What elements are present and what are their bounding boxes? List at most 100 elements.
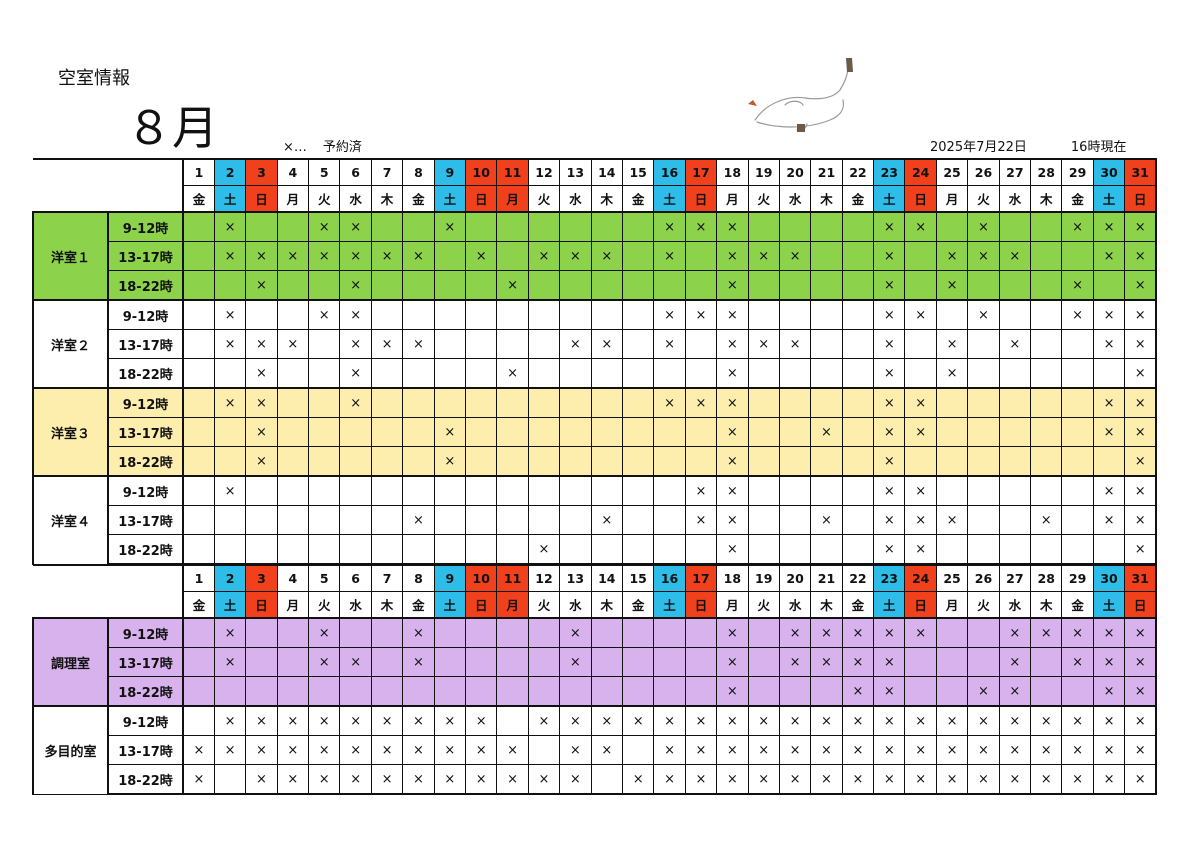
booked-cell[interactable]: × xyxy=(1030,705,1063,736)
booked-cell[interactable]: × xyxy=(873,647,906,677)
available-cell[interactable] xyxy=(684,676,718,707)
available-cell[interactable] xyxy=(841,329,875,359)
booked-cell[interactable]: × xyxy=(276,329,310,359)
available-cell[interactable] xyxy=(245,505,278,535)
available-cell[interactable] xyxy=(496,211,529,242)
available-cell[interactable] xyxy=(621,534,655,565)
booked-cell[interactable]: × xyxy=(1030,617,1063,648)
booked-cell[interactable]: × xyxy=(810,705,843,736)
available-cell[interactable] xyxy=(810,329,843,359)
available-cell[interactable] xyxy=(967,417,1000,447)
booked-cell[interactable]: × xyxy=(433,211,467,242)
available-cell[interactable] xyxy=(778,417,812,447)
booked-cell[interactable]: × xyxy=(935,764,969,795)
booked-cell[interactable]: × xyxy=(1124,735,1158,765)
available-cell[interactable] xyxy=(653,446,686,477)
available-cell[interactable] xyxy=(778,505,812,535)
booked-cell[interactable]: × xyxy=(716,475,749,506)
booked-cell[interactable]: × xyxy=(276,705,310,736)
available-cell[interactable] xyxy=(339,534,372,565)
available-cell[interactable] xyxy=(213,417,247,447)
available-cell[interactable] xyxy=(496,676,529,707)
booked-cell[interactable]: × xyxy=(245,705,278,736)
booked-cell[interactable]: × xyxy=(841,735,875,765)
booked-cell[interactable]: × xyxy=(778,647,812,677)
booked-cell[interactable]: × xyxy=(684,735,718,765)
available-cell[interactable] xyxy=(841,241,875,271)
booked-cell[interactable]: × xyxy=(308,735,341,765)
available-cell[interactable] xyxy=(653,270,686,301)
booked-cell[interactable]: × xyxy=(653,387,686,418)
booked-cell[interactable]: × xyxy=(747,735,780,765)
available-cell[interactable] xyxy=(370,534,404,565)
booked-cell[interactable]: × xyxy=(245,270,278,301)
available-cell[interactable] xyxy=(841,534,875,565)
available-cell[interactable] xyxy=(527,735,561,765)
available-cell[interactable] xyxy=(496,387,529,418)
booked-cell[interactable]: × xyxy=(402,735,435,765)
booked-cell[interactable]: × xyxy=(1124,647,1158,677)
available-cell[interactable] xyxy=(276,475,310,506)
available-cell[interactable] xyxy=(370,617,404,648)
booked-cell[interactable]: × xyxy=(716,676,749,707)
available-cell[interactable] xyxy=(1030,270,1063,301)
available-cell[interactable] xyxy=(935,676,969,707)
booked-cell[interactable]: × xyxy=(716,211,749,242)
available-cell[interactable] xyxy=(653,475,686,506)
available-cell[interactable] xyxy=(747,211,780,242)
booked-cell[interactable]: × xyxy=(873,299,906,330)
available-cell[interactable] xyxy=(465,475,498,506)
available-cell[interactable] xyxy=(998,534,1032,565)
available-cell[interactable] xyxy=(935,534,969,565)
booked-cell[interactable]: × xyxy=(684,387,718,418)
booked-cell[interactable]: × xyxy=(684,211,718,242)
available-cell[interactable] xyxy=(1092,358,1126,389)
booked-cell[interactable]: × xyxy=(590,505,623,535)
available-cell[interactable] xyxy=(527,358,561,389)
available-cell[interactable] xyxy=(810,446,843,477)
booked-cell[interactable]: × xyxy=(1124,475,1158,506)
available-cell[interactable] xyxy=(1061,417,1094,447)
available-cell[interactable] xyxy=(810,358,843,389)
booked-cell[interactable]: × xyxy=(1124,617,1158,648)
available-cell[interactable] xyxy=(308,534,341,565)
booked-cell[interactable]: × xyxy=(716,299,749,330)
available-cell[interactable] xyxy=(1030,358,1063,389)
available-cell[interactable] xyxy=(653,676,686,707)
booked-cell[interactable]: × xyxy=(747,764,780,795)
available-cell[interactable] xyxy=(181,676,215,707)
available-cell[interactable] xyxy=(181,211,215,242)
available-cell[interactable] xyxy=(653,358,686,389)
available-cell[interactable] xyxy=(559,358,592,389)
available-cell[interactable] xyxy=(904,270,937,301)
available-cell[interactable] xyxy=(967,270,1000,301)
available-cell[interactable] xyxy=(904,446,937,477)
available-cell[interactable] xyxy=(998,211,1032,242)
available-cell[interactable] xyxy=(465,534,498,565)
available-cell[interactable] xyxy=(559,475,592,506)
available-cell[interactable] xyxy=(684,534,718,565)
available-cell[interactable] xyxy=(308,329,341,359)
available-cell[interactable] xyxy=(308,676,341,707)
available-cell[interactable] xyxy=(621,617,655,648)
available-cell[interactable] xyxy=(245,211,278,242)
booked-cell[interactable]: × xyxy=(1092,387,1126,418)
available-cell[interactable] xyxy=(339,475,372,506)
available-cell[interactable] xyxy=(370,446,404,477)
available-cell[interactable] xyxy=(496,534,529,565)
available-cell[interactable] xyxy=(621,417,655,447)
booked-cell[interactable]: × xyxy=(653,764,686,795)
booked-cell[interactable]: × xyxy=(370,735,404,765)
available-cell[interactable] xyxy=(590,676,623,707)
booked-cell[interactable]: × xyxy=(967,676,1000,707)
available-cell[interactable] xyxy=(904,241,937,271)
booked-cell[interactable]: × xyxy=(810,735,843,765)
booked-cell[interactable]: × xyxy=(904,211,937,242)
available-cell[interactable] xyxy=(276,299,310,330)
available-cell[interactable] xyxy=(496,647,529,677)
booked-cell[interactable]: × xyxy=(653,329,686,359)
booked-cell[interactable]: × xyxy=(716,241,749,271)
available-cell[interactable] xyxy=(747,446,780,477)
available-cell[interactable] xyxy=(621,735,655,765)
available-cell[interactable] xyxy=(496,505,529,535)
